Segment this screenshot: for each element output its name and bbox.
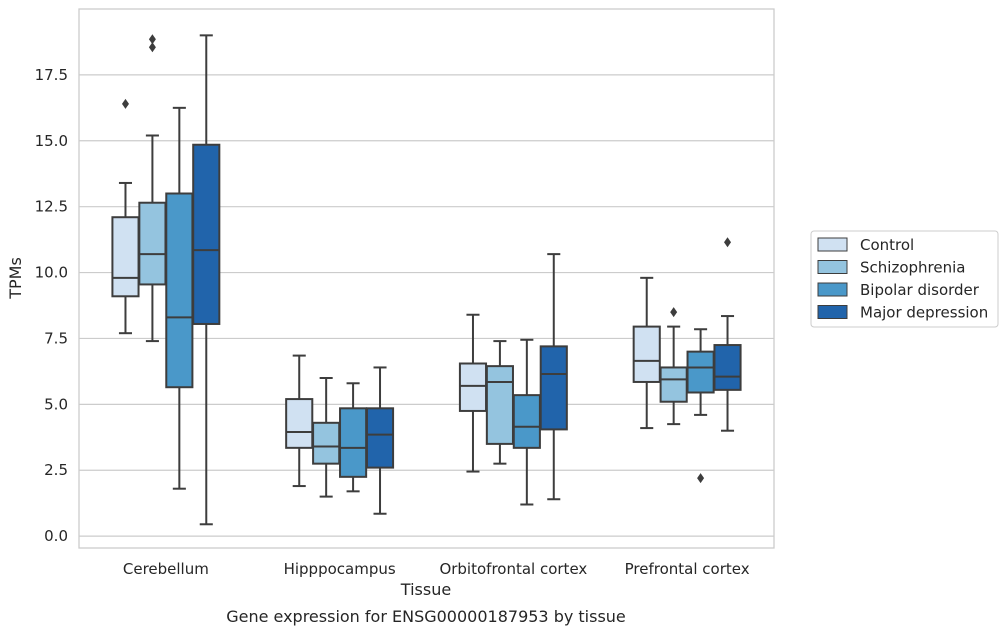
box-iqr: [165, 192, 194, 389]
box-iqr: [686, 350, 715, 394]
x-tick-label: Cerebellum: [123, 560, 209, 578]
box-major-depression: [539, 253, 568, 501]
boxes: [111, 34, 742, 526]
box-iqr: [138, 201, 167, 286]
box-iqr: [632, 325, 661, 383]
legend-swatch: [817, 305, 848, 319]
x-tick-label: Hipppocampus: [284, 560, 396, 578]
box-iqr: [485, 365, 514, 445]
box-major-depression: [713, 237, 742, 432]
box-bipolar-disorder: [686, 328, 715, 484]
y-tick-label: 17.5: [35, 66, 68, 84]
legend-label: Control: [860, 236, 914, 254]
box-major-depression: [365, 366, 395, 515]
y-tick-label: 15.0: [35, 132, 68, 150]
box-iqr: [111, 216, 140, 298]
x-tick-label: Prefrontal cortex: [625, 560, 750, 578]
outlier-point: [121, 98, 129, 109]
box-bipolar-disorder: [339, 382, 368, 493]
outlier-point: [697, 473, 705, 484]
y-tick-label: 7.5: [44, 329, 68, 347]
box-schizophrenia: [312, 376, 341, 498]
x-tick-label: Orbitofrontal cortex: [439, 560, 587, 578]
box-iqr: [192, 143, 221, 325]
x-axis-label: Tissue: [400, 580, 451, 599]
outlier-point: [724, 237, 732, 248]
box-control: [285, 354, 314, 488]
box-iqr: [512, 394, 541, 449]
y-tick-label: 5.0: [44, 395, 68, 413]
box-control: [111, 98, 140, 335]
outlier-point: [148, 42, 156, 53]
box-bipolar-disorder: [165, 106, 194, 490]
box-control: [632, 276, 661, 430]
legend-label: Major depression: [860, 304, 988, 322]
box-iqr: [339, 407, 368, 478]
box-iqr: [365, 407, 395, 469]
legend-label: Schizophrenia: [860, 259, 965, 277]
plot-frame: [78, 8, 775, 549]
legend-swatch: [817, 237, 848, 252]
legend-label: Bipolar disorder: [860, 281, 980, 299]
y-tick-label: 0.0: [44, 527, 68, 545]
box-iqr: [285, 398, 314, 449]
box-iqr: [539, 345, 568, 431]
y-tick-label: 2.5: [44, 461, 68, 479]
y-axis-ticks: 0.0 2.5 5.0 7.5 10.0 12.5 15.0 17.5: [35, 66, 68, 545]
box-schizophrenia: [659, 307, 688, 426]
box-bipolar-disorder: [512, 338, 541, 506]
y-axis-label: TPMs: [6, 257, 25, 300]
legend-frame: [810, 230, 999, 328]
outlier-point: [670, 307, 678, 318]
box-schizophrenia: [485, 340, 514, 465]
chart-caption: Gene expression for ENSG00000187953 by t…: [226, 607, 626, 626]
box-schizophrenia: [138, 34, 167, 343]
legend-swatch: [817, 260, 848, 274]
outlier-point: [148, 34, 156, 45]
box-major-depression: [192, 34, 221, 526]
box-control: [458, 313, 488, 473]
box-iqr: [458, 362, 488, 412]
y-tick-label: 10.0: [35, 264, 68, 282]
x-axis-ticks: Cerebellum Hipppocampus Orbitofrontal cort…: [123, 560, 750, 578]
y-tick-label: 12.5: [35, 198, 68, 216]
box-iqr: [713, 344, 742, 391]
legend-swatch: [817, 282, 848, 297]
legend: Control Schizophrenia Bipolar disorder Majo…: [810, 230, 999, 328]
box-iqr: [312, 421, 341, 465]
box-iqr: [659, 366, 688, 403]
